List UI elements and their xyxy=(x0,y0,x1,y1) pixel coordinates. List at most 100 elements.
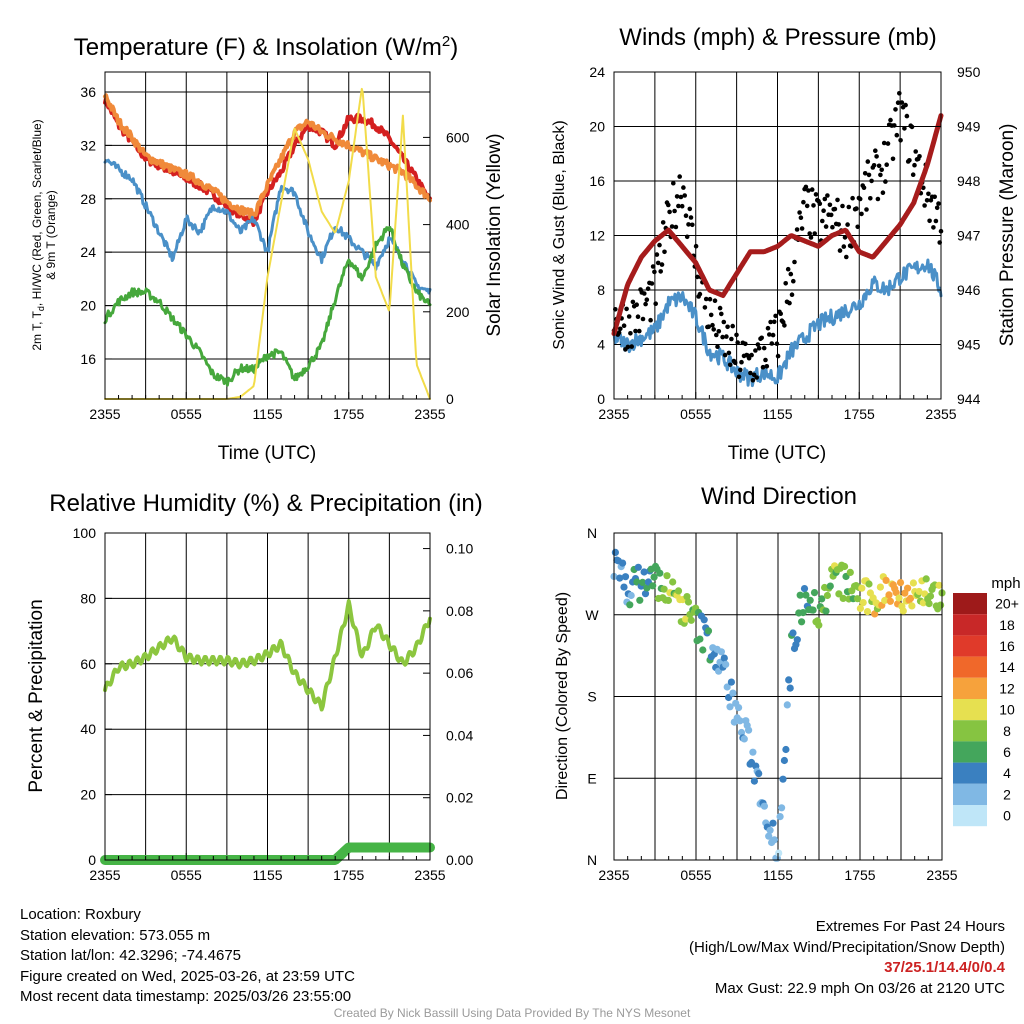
y-tick-label: 60 xyxy=(80,656,96,672)
gust-point xyxy=(710,322,715,328)
y-tick-label: 20 xyxy=(80,787,96,803)
dewpoint-line xyxy=(103,225,432,387)
direction-point xyxy=(682,615,690,623)
gust-point xyxy=(684,234,690,240)
gust-point xyxy=(681,185,686,190)
direction-point xyxy=(858,584,866,592)
gust-point xyxy=(825,193,830,198)
direction-point xyxy=(760,802,769,810)
x-tick-label: 2355 xyxy=(89,867,120,883)
gust-point xyxy=(672,208,677,214)
direction-point xyxy=(778,804,786,812)
y-axis-label: Percent & Precipitation xyxy=(26,599,47,792)
y-tick-label: 36 xyxy=(80,84,96,100)
y-axis-label: Direction (Colored By Speed) xyxy=(554,592,571,800)
colorbar-swatch xyxy=(953,699,987,721)
gust-point xyxy=(899,100,905,105)
direction-point xyxy=(925,600,933,608)
gust-point xyxy=(850,195,855,201)
direction-point xyxy=(853,595,862,603)
extremes-values: 37/25.1/14.4/0/0.4 xyxy=(884,959,1005,976)
gust-point xyxy=(934,205,940,211)
direction-point xyxy=(765,832,773,840)
gust-point xyxy=(659,262,665,267)
direction-point xyxy=(826,582,834,590)
plot-series xyxy=(610,548,946,862)
gust-point xyxy=(635,314,641,320)
plot-series xyxy=(611,91,944,388)
direction-point xyxy=(789,629,797,637)
y-tick-label: S xyxy=(587,689,596,705)
sonic-wind-line xyxy=(612,258,943,388)
gust-point xyxy=(774,341,780,347)
direction-point xyxy=(818,595,826,603)
direction-point xyxy=(749,748,757,756)
gust-point xyxy=(804,203,810,209)
x-tick-label: 2355 xyxy=(925,406,956,422)
direction-point xyxy=(620,583,628,591)
gust-point xyxy=(808,235,814,240)
gust-point xyxy=(725,324,730,330)
direction-point xyxy=(800,585,809,593)
y-axis-label: Sonic Wind & Gust (Blue, Black) xyxy=(551,120,568,349)
chart-title: Temperature (F) & Insolation (W/m2) xyxy=(74,33,458,61)
gust-point xyxy=(841,244,847,249)
gust-point xyxy=(695,274,700,280)
gust-point xyxy=(761,345,767,351)
gust-point xyxy=(721,319,727,325)
direction-point xyxy=(770,836,779,844)
gust-point xyxy=(910,172,916,177)
y-tick-label: 32 xyxy=(80,137,96,153)
gust-point xyxy=(883,179,888,184)
gust-point xyxy=(765,325,771,331)
gust-point xyxy=(866,172,872,178)
gust-point xyxy=(931,225,936,230)
gust-point xyxy=(864,207,869,212)
gust-point xyxy=(811,203,816,208)
gust-point xyxy=(715,344,720,350)
gust-point xyxy=(662,249,667,255)
direction-point xyxy=(779,775,787,783)
direction-point xyxy=(908,602,916,610)
colorbar-swatch xyxy=(953,720,987,742)
direction-point xyxy=(634,563,642,571)
gust-point xyxy=(673,224,679,230)
direction-point xyxy=(815,621,823,629)
gust-point xyxy=(893,107,898,112)
gust-point xyxy=(749,352,754,358)
gust-point xyxy=(630,299,636,305)
direction-point xyxy=(783,701,791,709)
gust-point xyxy=(726,350,732,356)
colorbar-swatch xyxy=(953,762,987,784)
direction-point xyxy=(909,579,918,587)
y-tick-label: W xyxy=(585,607,599,623)
colorbar-label: 0 xyxy=(1003,808,1011,824)
direction-point xyxy=(669,578,677,586)
grid xyxy=(614,72,941,399)
direction-point xyxy=(892,589,900,597)
gust-point xyxy=(897,91,902,96)
colorbar-label: 10 xyxy=(999,702,1015,718)
direction-point xyxy=(649,582,657,590)
gust-point xyxy=(840,203,845,209)
direction-point xyxy=(856,604,865,613)
direction-point xyxy=(641,590,650,598)
direction-point xyxy=(663,572,671,580)
axis-ticks: 2355 0555 1155 1755 2355 16 20 24 28 32 36 0 200 400 6… xyxy=(80,84,469,422)
gust-point xyxy=(734,332,739,338)
gust-point xyxy=(746,355,752,361)
x-tick-label: 1755 xyxy=(844,867,875,883)
gust-point xyxy=(772,319,777,325)
gust-point xyxy=(768,319,773,325)
direction-point xyxy=(798,618,806,626)
direction-point xyxy=(937,601,945,609)
gust-point xyxy=(785,266,791,272)
gust-point xyxy=(868,196,873,201)
gust-point xyxy=(902,126,907,131)
direction-point xyxy=(769,819,777,827)
direction-point xyxy=(926,592,935,600)
gust-point xyxy=(669,224,675,229)
direction-point xyxy=(841,562,849,571)
gust-point xyxy=(697,291,703,297)
gust-point xyxy=(682,193,687,198)
